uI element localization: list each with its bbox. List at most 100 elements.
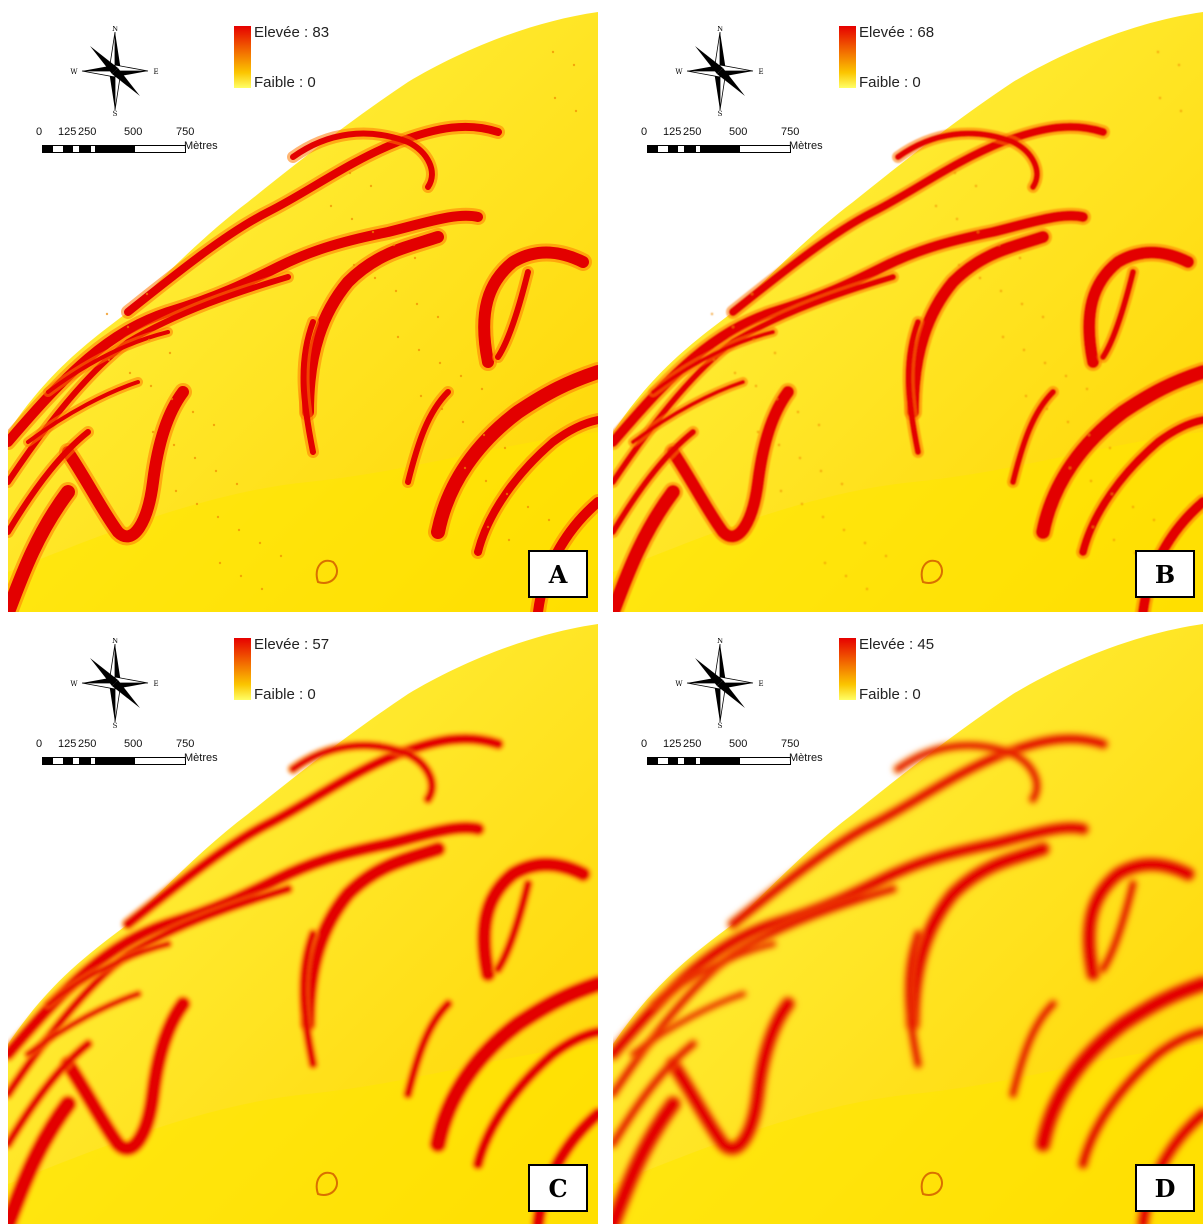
map-panel-c: N S W E Elevée : 57 Faible : 0 0 125 250 500 75… <box>8 624 598 1224</box>
terrain-detail <box>997 243 1001 247</box>
scale-unit: Mètres <box>789 752 823 764</box>
terrain-detail <box>212 423 216 427</box>
legend-low-label: Faible : 0 <box>254 74 316 91</box>
terrain-detail <box>237 528 241 532</box>
scale-bar: 0 125 250 500 750 Mètres <box>30 126 230 166</box>
slope-ridge <box>729 734 1107 928</box>
scale-tick-label: 125 <box>663 126 682 138</box>
terrain-detail <box>417 348 421 352</box>
legend-high-label: Elevée : 83 <box>254 24 330 41</box>
scale-tick-label: 500 <box>124 126 143 138</box>
terrain-detail <box>752 338 756 342</box>
scale-tick-label: 0 <box>36 738 43 750</box>
terrain-detail <box>1177 63 1181 67</box>
slope-ridge <box>905 931 921 1067</box>
terrain-detail <box>779 489 783 493</box>
terrain-detail <box>1001 335 1005 339</box>
terrain-detail <box>352 263 356 267</box>
scale-segment <box>700 758 740 764</box>
scale-tick-label: 250 <box>683 126 702 138</box>
terrain-detail <box>1112 538 1116 542</box>
terrain-detail <box>463 466 467 470</box>
terrain-detail <box>1045 407 1049 411</box>
panel-label: A <box>528 550 588 598</box>
terrain-detail <box>1091 525 1095 529</box>
terrain-detail <box>486 525 490 529</box>
terrain-detail <box>553 96 557 100</box>
legend-low-label: Faible : 0 <box>254 686 316 703</box>
slope-ridge <box>1010 1001 1056 1097</box>
terrain-detail <box>823 561 827 565</box>
slope-map <box>8 624 598 1224</box>
terrain-detail <box>1018 256 1022 260</box>
terrain-detail <box>547 518 551 522</box>
legend: Elevée : 68 Faible : 0 <box>839 24 979 94</box>
terrain-detail <box>484 479 488 483</box>
terrain-detail <box>1152 518 1156 522</box>
legend: Elevée : 83 Faible : 0 <box>234 24 374 94</box>
terrain-detail <box>955 217 959 221</box>
terrain-detail <box>170 397 174 401</box>
enclosure-feature <box>315 559 338 584</box>
terrain-detail <box>392 243 396 247</box>
slope-ridge <box>8 210 483 447</box>
slope-ridge <box>895 742 1040 802</box>
panel-label: D <box>1135 1164 1195 1212</box>
terrain-detail <box>574 109 578 113</box>
terrain-detail <box>865 587 869 591</box>
terrain-detail <box>260 587 264 591</box>
compass-label-n: N <box>112 638 118 645</box>
terrain-detail <box>350 217 354 221</box>
terrain-detail <box>107 358 111 362</box>
scale-tick-label: 250 <box>683 738 702 750</box>
panel-label: C <box>528 1164 588 1212</box>
slope-ridge <box>474 1028 598 1168</box>
slope-ridge <box>907 843 1049 1030</box>
scale-tick-label: 0 <box>641 126 648 138</box>
terrain-detail <box>218 561 222 565</box>
slope-ridge <box>1079 416 1203 556</box>
terrain-detail <box>821 515 825 519</box>
slope-ridge <box>613 485 680 612</box>
scale-rule <box>647 145 791 153</box>
terrain-detail <box>731 325 735 329</box>
terrain-detail <box>480 387 484 391</box>
terrain-detail <box>842 528 846 532</box>
scale-tick-label: 125 <box>663 738 682 750</box>
scale-rule <box>647 757 791 765</box>
terrain-detail <box>1131 505 1135 509</box>
compass-label-s: S <box>718 722 723 728</box>
terrain-detail <box>195 502 199 506</box>
slope-ridge <box>1083 858 1194 980</box>
terrain-detail <box>168 351 172 355</box>
terrain-detail <box>999 289 1003 293</box>
enclosure-feature <box>315 1171 338 1196</box>
terrain-detail <box>1068 466 1072 470</box>
scale-tick-label: 500 <box>729 738 748 750</box>
slope-ridge <box>651 330 775 394</box>
slope-ridge <box>8 485 75 612</box>
scale-segment <box>95 146 135 152</box>
compass-label-w: W <box>70 68 78 76</box>
legend-high-label: Elevée : 68 <box>859 24 935 41</box>
terrain-detail <box>128 371 132 375</box>
terrain-detail <box>1022 348 1026 352</box>
terrain-detail <box>239 574 243 578</box>
terrain-detail <box>436 315 440 319</box>
scale-segment <box>648 146 658 152</box>
terrain-detail <box>440 407 444 411</box>
legend-high-label: Elevée : 45 <box>859 636 935 653</box>
terrain-detail <box>461 420 465 424</box>
scale-bar: 0 125 250 500 750 Mètres <box>30 738 230 778</box>
legend-color-ramp <box>839 638 856 700</box>
scale-segment <box>43 758 53 764</box>
compass-label-w: W <box>70 680 78 688</box>
terrain-detail <box>800 502 804 506</box>
slope-ridge <box>1036 977 1203 1151</box>
north-arrow-icon: N S W E <box>675 637 765 730</box>
terrain-detail <box>174 489 178 493</box>
terrain-detail <box>754 384 758 388</box>
slope-ridge <box>26 380 140 444</box>
legend: Elevée : 57 Faible : 0 <box>234 636 374 706</box>
terrain-detail <box>976 230 980 234</box>
